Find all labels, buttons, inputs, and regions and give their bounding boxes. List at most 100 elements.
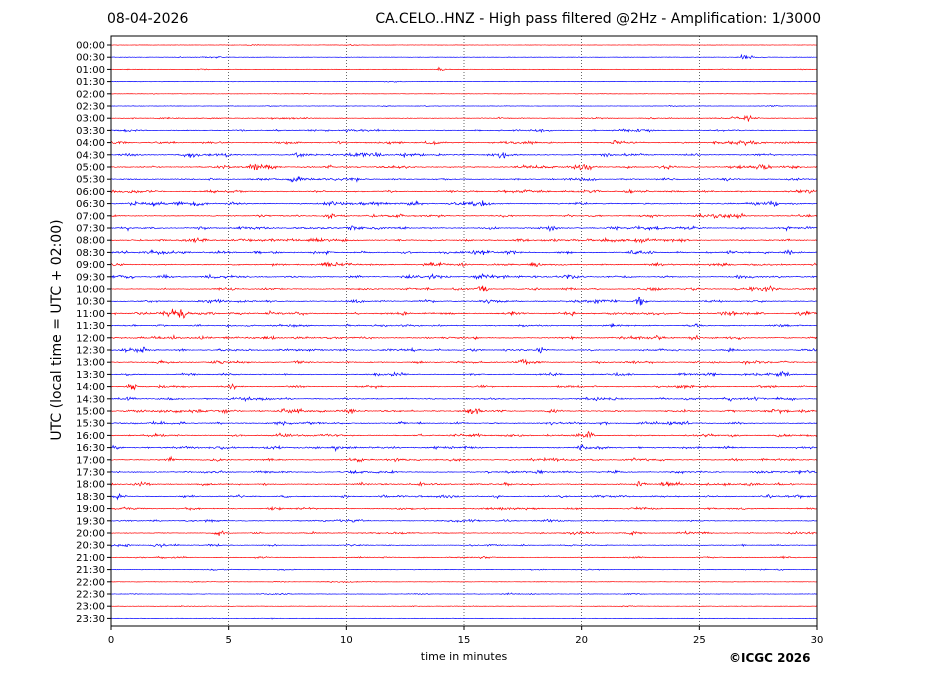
trace-22:30 [110,592,818,596]
y-tick-label: 08:00 [76,236,105,247]
y-tick-label: 22:00 [76,577,105,588]
y-tick-label: 07:30 [76,224,105,235]
y-tick-label: 18:00 [76,480,105,491]
x-axis-ticks: 0 5 10 15 20 25 30 [108,626,824,646]
trace-22:00 [110,580,818,584]
x-tick-label: 20 [575,635,588,646]
y-tick-label: 06:00 [76,187,105,198]
chart-date: 08-04-2026 [107,11,189,27]
trace-14:00 [110,383,818,391]
trace-07:30 [110,225,818,233]
y-tick-label: 15:30 [76,419,105,430]
y-tick-label: 05:30 [76,175,105,186]
trace-04:30 [110,151,818,159]
trace-10:00 [110,285,818,292]
y-tick-label: 20:30 [76,541,105,552]
trace-00:00 [110,43,818,47]
trace-02:00 [110,93,818,95]
y-tick-label: 14:30 [76,394,105,405]
chart-title: CA.CELO..HNZ - High pass filtered @2Hz -… [375,11,821,27]
x-tick-label: 30 [811,635,824,646]
trace-17:30 [110,469,818,475]
y-tick-label: 18:30 [76,492,105,503]
y-tick-label: 14:00 [76,382,105,393]
trace-05:30 [110,176,818,183]
trace-09:00 [110,261,818,268]
trace-02:30 [110,104,818,108]
trace-04:00 [110,139,818,147]
x-tick-label: 25 [693,635,706,646]
y-tick-label: 19:30 [76,516,105,527]
trace-15:00 [110,407,818,415]
y-tick-label: 21:30 [76,565,105,576]
trace-08:00 [110,236,818,244]
trace-18:30 [110,492,818,501]
trace-23:30 [110,617,818,620]
x-tick-label: 15 [458,635,471,646]
trace-21:00 [110,555,818,560]
y-tick-label: 09:00 [76,260,105,271]
trace-11:30 [110,322,818,329]
trace-18:00 [110,480,818,487]
y-tick-label: 23:00 [76,602,105,613]
y-tick-label: 22:30 [76,590,105,601]
trace-16:00 [110,430,818,439]
y-tick-label: 03:30 [76,126,105,137]
y-tick-label: 13:30 [76,370,105,381]
y-tick-label: 15:00 [76,407,105,418]
y-tick-label: 00:00 [76,41,105,52]
y-tick-label: 08:30 [76,248,105,259]
trace-13:00 [110,358,818,366]
y-tick-label: 11:00 [76,309,105,320]
trace-20:00 [110,530,818,537]
y-tick-label: 02:30 [76,102,105,113]
copyright-text: ©ICGC 2026 [729,651,811,665]
trace-12:30 [110,346,818,354]
y-tick-label: 12:30 [76,346,105,357]
trace-06:00 [110,188,818,194]
y-tick-label: 01:30 [76,77,105,88]
trace-12:00 [110,334,818,341]
y-tick-label: 00:30 [76,53,105,64]
trace-06:30 [110,200,818,208]
y-tick-label: 12:00 [76,333,105,344]
y-tick-label: 03:00 [76,114,105,125]
trace-17:00 [110,455,818,463]
y-tick-label: 01:00 [76,65,105,76]
trace-10:30 [110,296,818,306]
trace-01:00 [110,66,818,72]
y-tick-label: 20:00 [76,529,105,540]
trace-23:00 [110,605,818,608]
trace-07:00 [110,212,818,220]
x-tick-label: 5 [225,635,231,646]
trace-21:30 [110,568,818,571]
y-tick-label: 23:30 [76,614,105,625]
x-axis-label: time in minutes [420,650,508,663]
y-tick-label: 21:00 [76,553,105,564]
y-tick-label: 19:00 [76,504,105,515]
y-tick-label: 13:00 [76,358,105,369]
y-tick-label: 10:00 [76,285,105,296]
x-tick-label: 0 [108,635,114,646]
seismic-traces [110,43,818,620]
trace-19:30 [110,518,818,523]
x-tick-label: 10 [340,635,353,646]
y-tick-label: 06:30 [76,199,105,210]
y-tick-label: 10:30 [76,297,105,308]
trace-15:30 [110,420,818,427]
trace-03:30 [110,128,818,134]
trace-00:30 [110,53,818,60]
trace-08:30 [110,249,818,256]
trace-09:30 [110,273,818,281]
trace-13:30 [110,370,818,378]
trace-11:00 [110,308,818,319]
y-tick-label: 09:30 [76,272,105,283]
y-tick-label: 16:00 [76,431,105,442]
y-tick-label: 02:00 [76,89,105,100]
y-tick-label: 04:00 [76,138,105,149]
trace-20:30 [110,543,818,548]
trace-01:30 [110,80,818,83]
trace-05:00 [110,163,818,171]
